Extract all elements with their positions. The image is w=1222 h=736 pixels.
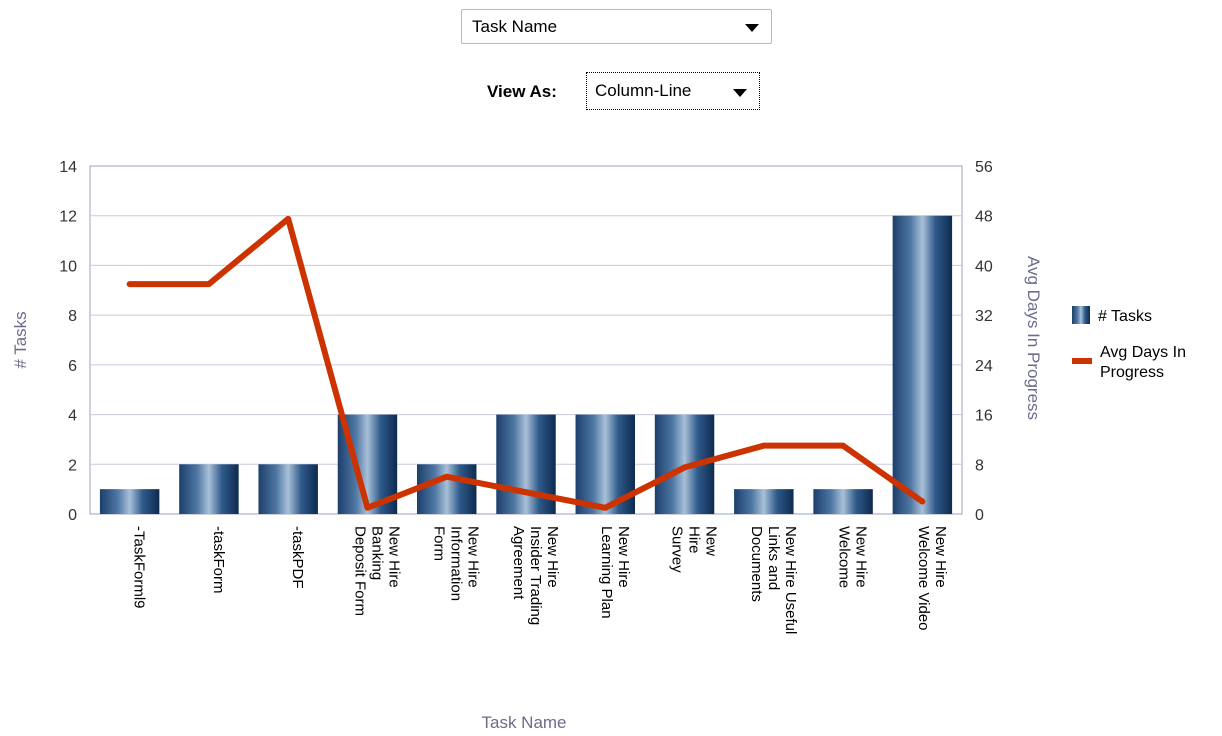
y-tick-label: 4 bbox=[68, 408, 77, 425]
x-category-label-line: -taskForm bbox=[210, 526, 227, 594]
x-category-label-line: Information bbox=[448, 526, 465, 601]
x-category-label-line: Agreement bbox=[510, 526, 527, 600]
x-category-label-line: Links and bbox=[765, 526, 782, 590]
x-category-label-line: New Hire bbox=[615, 526, 632, 588]
x-category-label: -taskPDF bbox=[289, 526, 306, 589]
view-as-select[interactable]: Column-Line bbox=[586, 72, 760, 110]
x-category-label-line: New Hire bbox=[932, 526, 949, 588]
legend-tasks-swatch bbox=[1072, 306, 1090, 324]
bar-tasks bbox=[892, 215, 953, 514]
x-category-label-line: Learning Plan bbox=[598, 526, 615, 619]
y2-tick-label: 16 bbox=[975, 408, 993, 425]
bar-tasks bbox=[417, 464, 477, 514]
chevron-down-icon bbox=[733, 89, 747, 97]
x-category-label-line: New Hire bbox=[385, 526, 402, 588]
bar-tasks bbox=[258, 464, 318, 514]
y2-tick-label: 56 bbox=[975, 159, 993, 176]
y2-axis-title: Avg Days In Progress bbox=[1024, 256, 1043, 420]
x-category-label-line: Hire bbox=[686, 526, 703, 554]
bar-tasks bbox=[734, 489, 794, 514]
y2-tick-label: 0 bbox=[975, 507, 984, 524]
chevron-down-icon bbox=[745, 24, 759, 32]
group-by-value: Task Name bbox=[472, 17, 558, 36]
y-tick-label: 14 bbox=[59, 159, 77, 176]
x-category-label: -TaskForml9 bbox=[131, 526, 148, 609]
x-category-label-line: Form bbox=[431, 526, 448, 561]
y2-tick-label: 32 bbox=[975, 308, 993, 325]
y-tick-label: 10 bbox=[59, 258, 77, 275]
x-category-label-line: -taskPDF bbox=[289, 526, 306, 589]
x-category-label-line: Deposit Form bbox=[351, 526, 368, 616]
y-tick-label: 6 bbox=[68, 358, 77, 375]
x-category-label: -taskForm bbox=[210, 526, 227, 594]
y2-tick-label: 48 bbox=[975, 209, 993, 226]
x-category-label-line: New Hire bbox=[465, 526, 482, 588]
group-by-select[interactable]: Task Name bbox=[461, 9, 772, 44]
x-category-label-line: New Hire Useful bbox=[782, 526, 799, 634]
bar-tasks bbox=[99, 489, 160, 514]
x-category-label-line: New Hire bbox=[853, 526, 870, 588]
view-as-value: Column-Line bbox=[595, 81, 692, 100]
x-axis-title: Task Name bbox=[481, 713, 566, 732]
line-avg-days-in-progress bbox=[126, 215, 926, 511]
bar-tasks bbox=[179, 464, 239, 514]
y-tick-label: 8 bbox=[68, 308, 77, 325]
x-category-label-line: New bbox=[703, 526, 720, 556]
legend-tasks-label: # Tasks bbox=[1098, 308, 1152, 325]
x-category-label-line: Banking bbox=[368, 526, 385, 580]
legend: # Tasks Avg Days In Progress bbox=[1072, 306, 1186, 381]
x-category-label-line: Documents bbox=[748, 526, 765, 602]
x-category-label-line: -TaskForml9 bbox=[131, 526, 148, 609]
y2-tick-label: 8 bbox=[975, 457, 984, 474]
legend-avg-days-swatch bbox=[1072, 358, 1092, 364]
y2-tick-label: 24 bbox=[975, 358, 993, 375]
x-category-label-line: Survey bbox=[669, 526, 686, 573]
x-category-label-line: Welcome Video bbox=[915, 526, 932, 631]
y-tick-label: 12 bbox=[59, 209, 77, 226]
y-tick-label: 0 bbox=[68, 507, 77, 524]
legend-avg-days-label-line1: Avg Days In bbox=[1100, 344, 1186, 361]
y-axis-title: # Tasks bbox=[11, 311, 30, 368]
view-as-label: View As: bbox=[487, 82, 557, 101]
x-category-label-line: Insider Trading bbox=[527, 526, 544, 625]
y-tick-label: 2 bbox=[68, 457, 77, 474]
legend-avg-days-label-line2: Progress bbox=[1100, 364, 1164, 381]
x-category-label-line: New Hire bbox=[544, 526, 561, 588]
x-category-label-line: Welcome bbox=[836, 526, 853, 588]
bar-tasks bbox=[813, 489, 873, 514]
y2-tick-label: 40 bbox=[975, 258, 993, 275]
